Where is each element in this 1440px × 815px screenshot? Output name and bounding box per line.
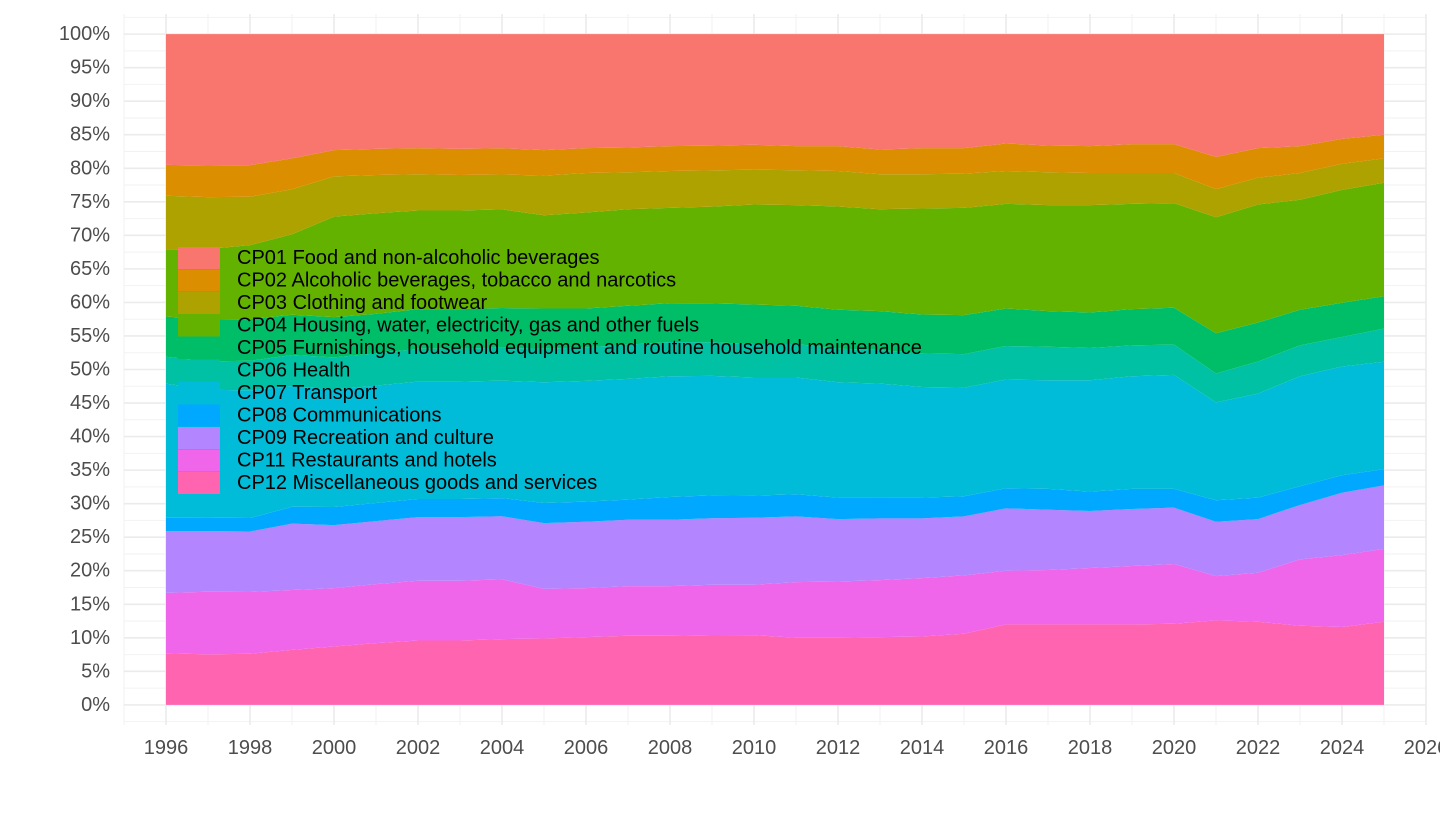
y-tick-label: 15%: [70, 593, 110, 615]
x-tick-label: 2010: [732, 737, 777, 759]
x-tick-label: 2000: [312, 737, 357, 759]
x-tick-label: 2012: [816, 737, 861, 759]
legend-key: [178, 292, 220, 314]
area-cp09: [166, 485, 1384, 593]
x-tick-label: 2014: [900, 737, 945, 759]
area-series-group: [166, 34, 1384, 705]
y-tick-label: 55%: [70, 325, 110, 347]
legend-key: [178, 269, 220, 292]
y-tick-label: 25%: [70, 526, 110, 548]
y-tick-label: 60%: [70, 291, 110, 313]
x-tick-label: 2004: [480, 737, 525, 759]
y-tick-label: 30%: [70, 493, 110, 515]
legend-label: CP03 Clothing and footwear: [237, 292, 487, 314]
legend-key: [178, 449, 220, 472]
legend-label: CP02 Alcoholic beverages, tobacco and na…: [237, 270, 676, 292]
y-tick-label: 20%: [70, 560, 110, 582]
legend-label: CP07 Transport: [237, 382, 378, 404]
legend-key: [178, 314, 220, 337]
area-cp04: [166, 182, 1384, 334]
x-tick-label: 2022: [1236, 737, 1281, 759]
legend-key: [178, 404, 220, 427]
x-tick-label: 1998: [228, 737, 273, 759]
area-cp06: [166, 328, 1384, 403]
y-tick-label: 100%: [59, 23, 110, 45]
y-tick-label: 70%: [70, 224, 110, 246]
x-tick-label: 2008: [648, 737, 693, 759]
area-cp03: [166, 158, 1384, 250]
y-tick-label: 65%: [70, 258, 110, 280]
y-tick-label: 35%: [70, 459, 110, 481]
legend: CP01 Food and non-alcoholic beveragesCP0…: [178, 247, 922, 494]
area-cp01: [166, 34, 1384, 166]
y-tick-label: 95%: [70, 57, 110, 79]
x-tick-label: 2024: [1320, 737, 1365, 759]
legend-label: CP08 Communications: [237, 405, 442, 427]
area-cp11: [166, 548, 1384, 655]
y-tick-label: 0%: [81, 694, 110, 716]
legend-key: [178, 427, 220, 449]
y-tick-label: 10%: [70, 627, 110, 649]
legend-label: CP01 Food and non-alcoholic beverages: [237, 247, 599, 269]
y-tick-label: 50%: [70, 359, 110, 381]
y-tick-label: 40%: [70, 426, 110, 448]
y-tick-label: 90%: [70, 90, 110, 112]
x-tick-label: 1996: [144, 737, 189, 759]
legend-label: CP04 Housing, water, electricity, gas an…: [237, 315, 699, 337]
area-cp05: [166, 296, 1384, 374]
y-tick-label: 45%: [70, 392, 110, 414]
x-tick-label: 2002: [396, 737, 441, 759]
area-cp02: [166, 134, 1384, 198]
x-axis-tick-labels: 1996 1998 2000 2002 2004 2006 2008 2010 2012 2014…: [144, 737, 1440, 759]
y-tick-label: 80%: [70, 157, 110, 179]
legend-label: CP05 Furnishings, household equipment an…: [237, 337, 922, 359]
legend-key: [178, 382, 220, 404]
y-tick-label: 85%: [70, 124, 110, 146]
legend-label: CP06 Health: [237, 360, 350, 382]
x-tick-label: 2026: [1404, 737, 1440, 759]
y-tick-label: 5%: [81, 660, 110, 682]
y-axis-tick-labels: 0% 5% 10% 15% 20% 25% 30% 35% 40% 45% 50% 55% 60% 65%…: [59, 23, 110, 716]
x-tick-label: 2020: [1152, 737, 1197, 759]
legend-label: CP09 Recreation and culture: [237, 427, 494, 449]
x-tick-label: 2018: [1068, 737, 1113, 759]
area-cp07: [166, 361, 1384, 519]
area-cp08: [166, 469, 1384, 532]
area-cp12: [166, 620, 1384, 705]
legend-label: CP11 Restaurants and hotels: [237, 450, 497, 472]
x-tick-label: 2016: [984, 737, 1029, 759]
legend-key: [178, 472, 220, 494]
legend-key: [178, 337, 220, 359]
legend-key: [178, 359, 220, 382]
x-tick-label: 2006: [564, 737, 609, 759]
legend-label: CP12 Miscellaneous goods and services: [237, 472, 597, 494]
y-tick-label: 75%: [70, 191, 110, 213]
legend-key: [178, 247, 220, 269]
